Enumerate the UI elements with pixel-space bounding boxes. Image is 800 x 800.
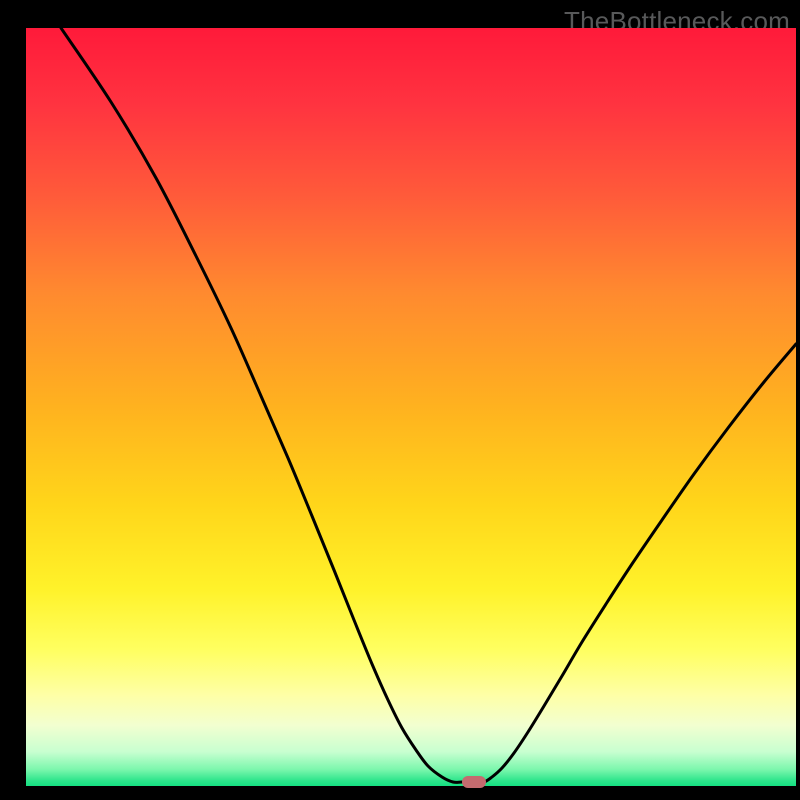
curve-layer	[26, 28, 796, 786]
chart-container: TheBottleneck.com	[0, 0, 800, 800]
bottleneck-marker	[462, 776, 486, 788]
plot-area	[26, 28, 796, 786]
bottleneck-curve	[61, 28, 796, 782]
